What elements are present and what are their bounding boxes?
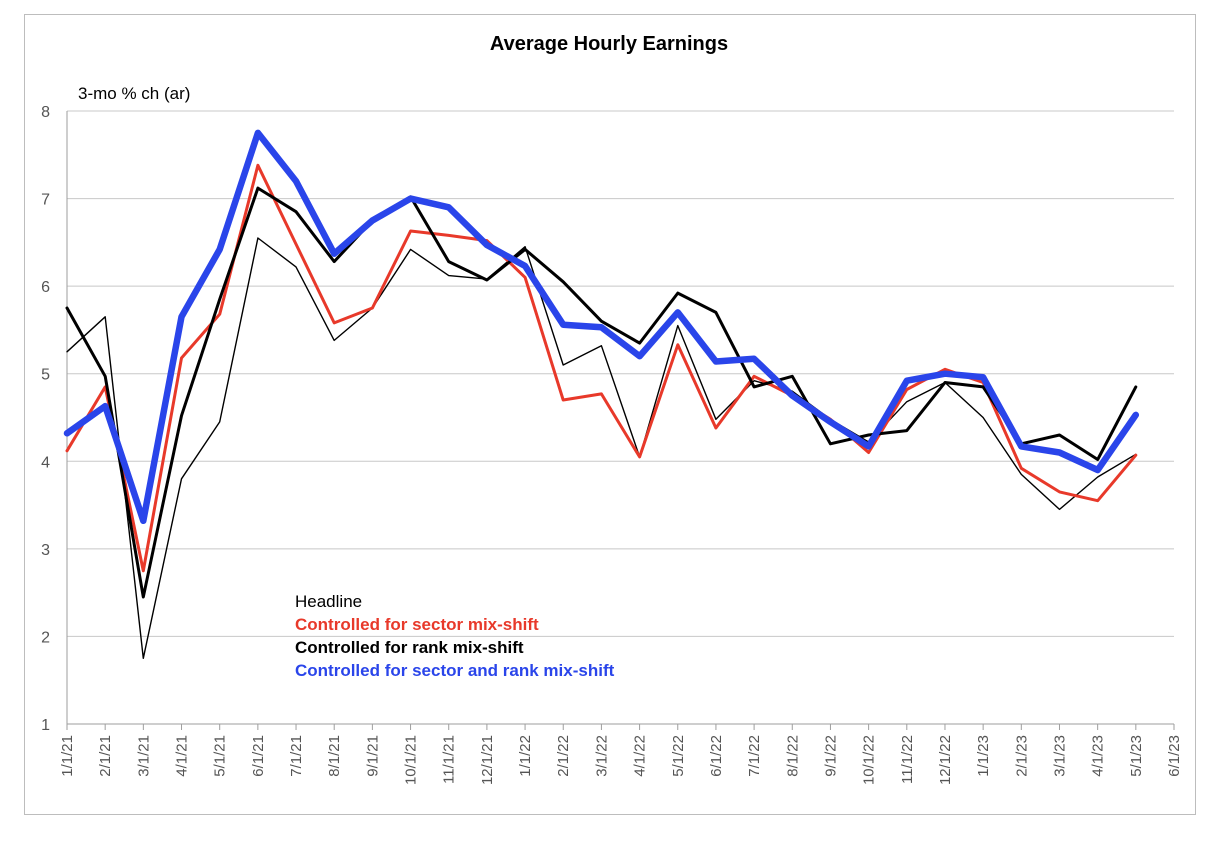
series-line-3 <box>65 186 1138 599</box>
x-tick-label: 5/1/22 <box>670 735 687 777</box>
y-tick-label: 5 <box>41 367 50 384</box>
legend-entry-4: Controlled for sector and rank mix-shift <box>295 661 615 680</box>
x-tick-label: 10/1/21 <box>403 735 420 785</box>
x-tick-label: 2/1/21 <box>97 735 114 777</box>
y-tick-labels: 1 2 3 4 5 6 7 8 <box>41 104 50 734</box>
x-tick-label: 5/1/23 <box>1128 735 1145 777</box>
y-axis-label: 3-mo % ch (ar) <box>78 84 190 103</box>
series-line-1 <box>66 237 1137 659</box>
x-tick-label: 12/1/22 <box>937 735 954 785</box>
legend: Headline Controlled for sector mix-shift C… <box>295 592 615 680</box>
x-tick-label: 7/1/22 <box>746 735 763 777</box>
x-tick-label: 1/1/21 <box>59 735 76 777</box>
x-tick-label: 3/1/22 <box>593 735 610 777</box>
x-tick-label: 8/1/22 <box>784 735 801 777</box>
x-tick-label: 2/1/23 <box>1013 735 1030 777</box>
series-line-4 <box>63 129 1140 525</box>
x-tick-label: 2/1/22 <box>555 735 572 777</box>
x-tick-label: 1/1/22 <box>517 735 534 777</box>
x-tick-label: 4/1/23 <box>1090 735 1107 777</box>
x-tick-label: 8/1/21 <box>326 735 343 777</box>
x-tick-label: 9/1/21 <box>364 735 381 777</box>
x-tick-label: 4/1/21 <box>174 735 191 777</box>
series-lines <box>63 129 1140 659</box>
x-tick-label: 12/1/21 <box>479 735 496 785</box>
y-tick-label: 4 <box>41 454 50 471</box>
chart-title: Average Hourly Earnings <box>489 33 729 55</box>
y-tick-label: 2 <box>41 629 50 646</box>
x-tick-label: 6/1/21 <box>250 735 267 777</box>
x-tick-label: 6/1/22 <box>708 735 725 777</box>
y-tick-label: 8 <box>41 104 50 121</box>
axes <box>66 111 1174 725</box>
x-tick-label: 11/1/22 <box>899 735 916 784</box>
y-tick-label: 3 <box>41 542 50 559</box>
x-tick-label: 11/1/21 <box>441 735 458 784</box>
legend-entry-3: Controlled for rank mix-shift <box>295 638 524 657</box>
y-tick-label: 7 <box>41 192 50 209</box>
legend-entry-2: Controlled for sector mix-shift <box>295 615 539 634</box>
x-tick-label: 1/1/23 <box>975 735 992 777</box>
x-tick-label: 9/1/22 <box>822 735 839 777</box>
x-tick-label: 4/1/22 <box>632 735 649 777</box>
x-tick-label: 3/1/21 <box>135 735 152 777</box>
chart-frame <box>24 14 1196 815</box>
x-tick-label: 6/1/23 <box>1166 735 1183 777</box>
legend-entry-1: Headline <box>295 592 362 611</box>
y-tick-label: 6 <box>41 279 50 296</box>
x-tick-label: 7/1/21 <box>288 735 305 777</box>
x-tick-label: 3/1/23 <box>1051 735 1068 777</box>
x-tick-label: 10/1/22 <box>861 735 878 785</box>
x-tick-labels: 1/1/21 2/1/21 3/1/21 4/1/21 5/1/21 6/1/21 7/1/… <box>59 724 1183 785</box>
gridlines <box>67 110 1174 637</box>
x-tick-label: 5/1/21 <box>212 735 229 777</box>
y-tick-label: 1 <box>41 717 50 734</box>
